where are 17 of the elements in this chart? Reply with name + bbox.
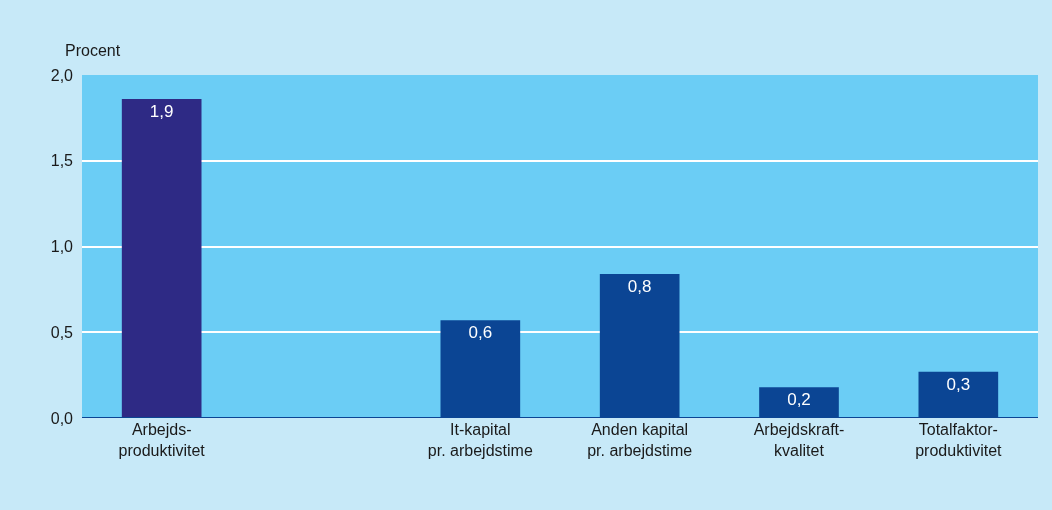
- data-label: 0,6: [468, 323, 493, 343]
- bar: [121, 99, 202, 418]
- y-tick-label: 0,0: [50, 409, 74, 427]
- x-tick-label: Anden kapital pr. arbejdstime: [587, 421, 693, 459]
- data-label: 1,9: [149, 102, 174, 122]
- x-tick-label: Arbejdskraft- kvalitet: [753, 421, 845, 459]
- x-tick-label: It-kapital pr. arbejdstime: [427, 421, 533, 459]
- data-label: 0,8: [627, 276, 652, 296]
- x-tick-label: Arbejds- produktivitet: [118, 421, 206, 459]
- data-label: 0,3: [946, 374, 971, 394]
- y-tick-label: 1,5: [50, 152, 74, 170]
- y-tick-label: 0,5: [50, 323, 74, 341]
- x-tick-label: Totalfaktor- produktivitet: [915, 421, 1003, 459]
- y-axis-title: Procent: [65, 42, 121, 59]
- y-tick-label: 1,0: [50, 238, 74, 256]
- y-tick-label: 2,0: [50, 66, 74, 84]
- data-label: 0,2: [787, 390, 811, 410]
